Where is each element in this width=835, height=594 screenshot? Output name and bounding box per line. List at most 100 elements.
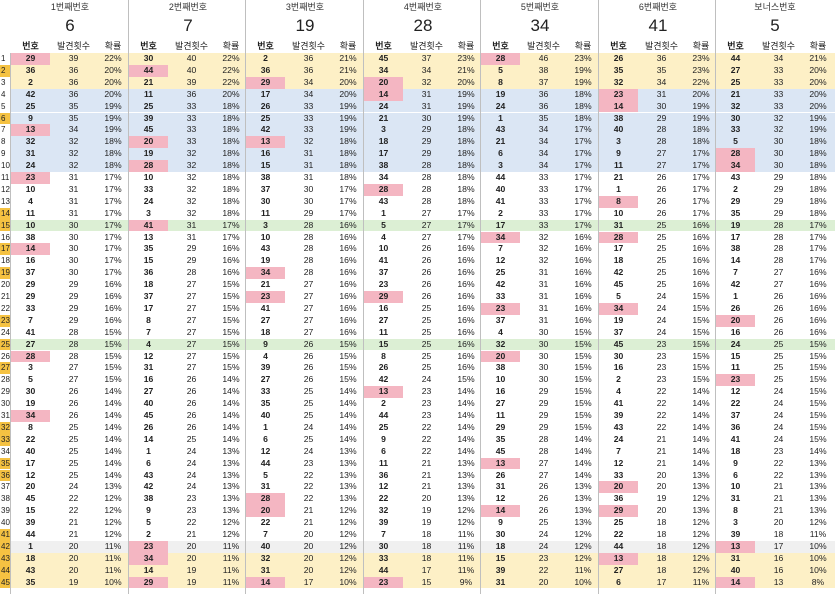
group-title: 1번째번호 bbox=[50, 2, 90, 12]
row-index: 45 bbox=[0, 576, 11, 589]
count-cell: 34 bbox=[656, 76, 667, 87]
probability-cell: 14% bbox=[692, 398, 710, 409]
number-cell: 31 bbox=[613, 219, 624, 230]
count-cell: 30 bbox=[773, 148, 784, 159]
count-cell: 30 bbox=[773, 136, 784, 147]
probability-cell: 19% bbox=[574, 76, 592, 87]
probability-cell: 18% bbox=[339, 160, 357, 171]
number-cell: 19 bbox=[495, 88, 506, 99]
row-index: 13 bbox=[1, 196, 10, 206]
column-header: 확률 bbox=[104, 41, 122, 51]
count-cell: 30 bbox=[68, 255, 79, 266]
row-index: 22 bbox=[1, 303, 10, 313]
number-cell: 35 bbox=[143, 243, 154, 254]
number-cell: 24 bbox=[613, 433, 624, 444]
table-row: 36 12 25 14% 43 24 13% 5 22 13% 36 21 13% 26 27 14% 33 20… bbox=[0, 469, 835, 482]
probability-cell: 12% bbox=[104, 505, 122, 516]
count-cell: 22 bbox=[68, 505, 79, 516]
number-cell: 30 bbox=[378, 540, 389, 551]
number-cell: 38 bbox=[495, 362, 506, 373]
number-cell: 32 bbox=[613, 76, 624, 87]
probability-cell: 11% bbox=[222, 552, 240, 563]
number-cell: 14 bbox=[11, 243, 50, 256]
probability-cell: 12% bbox=[339, 505, 357, 516]
row-index: 38 bbox=[1, 494, 10, 504]
probability-cell: 20% bbox=[809, 64, 827, 75]
number-cell: 21 bbox=[730, 88, 741, 99]
number-cell: 12 bbox=[143, 350, 154, 361]
count-cell: 28 bbox=[538, 433, 549, 444]
count-cell: 22 bbox=[773, 457, 784, 468]
number-cell: 6 bbox=[498, 148, 503, 159]
group-divider bbox=[245, 0, 246, 594]
count-cell: 27 bbox=[303, 314, 314, 325]
number-cell: 28 bbox=[364, 183, 403, 196]
row-index: 37 bbox=[1, 482, 10, 492]
column-header: 발견횟수 bbox=[644, 41, 679, 51]
number-cell: 23 bbox=[11, 172, 50, 184]
probability-cell: 11% bbox=[222, 564, 240, 575]
count-cell: 28 bbox=[303, 255, 314, 266]
count-cell: 31 bbox=[421, 100, 432, 111]
probability-cell: 14% bbox=[457, 386, 475, 397]
number-cell: 19 bbox=[25, 398, 36, 409]
probability-cell: 17% bbox=[457, 207, 475, 218]
count-cell: 23 bbox=[656, 374, 667, 385]
probability-cell: 17% bbox=[574, 136, 592, 147]
count-cell: 24 bbox=[303, 445, 314, 456]
count-cell: 21 bbox=[68, 529, 79, 539]
probability-cell: 16% bbox=[339, 314, 357, 325]
number-cell: 12 bbox=[25, 469, 36, 480]
count-cell: 33 bbox=[773, 88, 784, 99]
probability-cell: 12% bbox=[339, 552, 357, 563]
count-cell: 32 bbox=[538, 243, 549, 254]
count-cell: 25 bbox=[773, 362, 784, 373]
number-cell: 9 bbox=[146, 505, 151, 516]
probability-cell: 18% bbox=[692, 136, 710, 147]
number-cell: 6 bbox=[616, 576, 621, 587]
probability-cell: 12% bbox=[692, 517, 710, 528]
number-cell: 17 bbox=[143, 302, 154, 313]
number-cell: 14 bbox=[143, 433, 154, 444]
count-cell: 29 bbox=[186, 255, 197, 266]
probability-cell: 18% bbox=[574, 100, 592, 111]
probability-cell: 18% bbox=[339, 172, 357, 182]
probability-cell: 19% bbox=[339, 100, 357, 111]
count-cell: 36 bbox=[68, 76, 79, 87]
row-band bbox=[11, 469, 835, 482]
probability-cell: 15% bbox=[222, 326, 240, 337]
count-cell: 24 bbox=[186, 481, 197, 492]
row-band bbox=[11, 564, 835, 577]
count-cell: 25 bbox=[773, 338, 784, 349]
row-band bbox=[11, 410, 835, 422]
table-row: 13 4 31 17% 24 32 18% 30 30 17% 43 28 18% 41 33 17% 8 26 1… bbox=[0, 195, 835, 208]
number-cell: 36 bbox=[613, 493, 624, 504]
probability-cell: 14% bbox=[692, 445, 710, 456]
probability-cell: 20% bbox=[339, 88, 357, 99]
probability-cell: 18% bbox=[457, 183, 475, 194]
probability-cell: 16% bbox=[809, 314, 827, 325]
row-band bbox=[11, 64, 835, 77]
group-number: 34 bbox=[530, 16, 550, 35]
number-cell: 43 bbox=[260, 243, 271, 254]
count-cell: 21 bbox=[656, 445, 667, 456]
probability-cell: 21% bbox=[339, 53, 357, 63]
count-cell: 26 bbox=[656, 195, 667, 206]
count-cell: 25 bbox=[538, 517, 549, 528]
number-cell: 28 bbox=[11, 350, 50, 363]
row-band bbox=[11, 124, 835, 137]
row-band bbox=[11, 540, 835, 553]
probability-cell: 15% bbox=[574, 338, 592, 349]
number-cell: 10 bbox=[260, 231, 271, 242]
count-cell: 20 bbox=[186, 552, 197, 563]
number-cell: 2 bbox=[381, 398, 386, 409]
count-cell: 26 bbox=[68, 410, 79, 420]
number-cell: 28 bbox=[481, 53, 520, 65]
probability-cell: 15% bbox=[104, 374, 122, 385]
probability-cell: 19% bbox=[339, 124, 357, 135]
number-cell: 5 bbox=[146, 517, 151, 528]
probability-cell: 16% bbox=[692, 279, 710, 290]
probability-cell: 12% bbox=[692, 540, 710, 551]
number-cell: 3 bbox=[28, 362, 33, 373]
count-cell: 33 bbox=[186, 136, 197, 147]
